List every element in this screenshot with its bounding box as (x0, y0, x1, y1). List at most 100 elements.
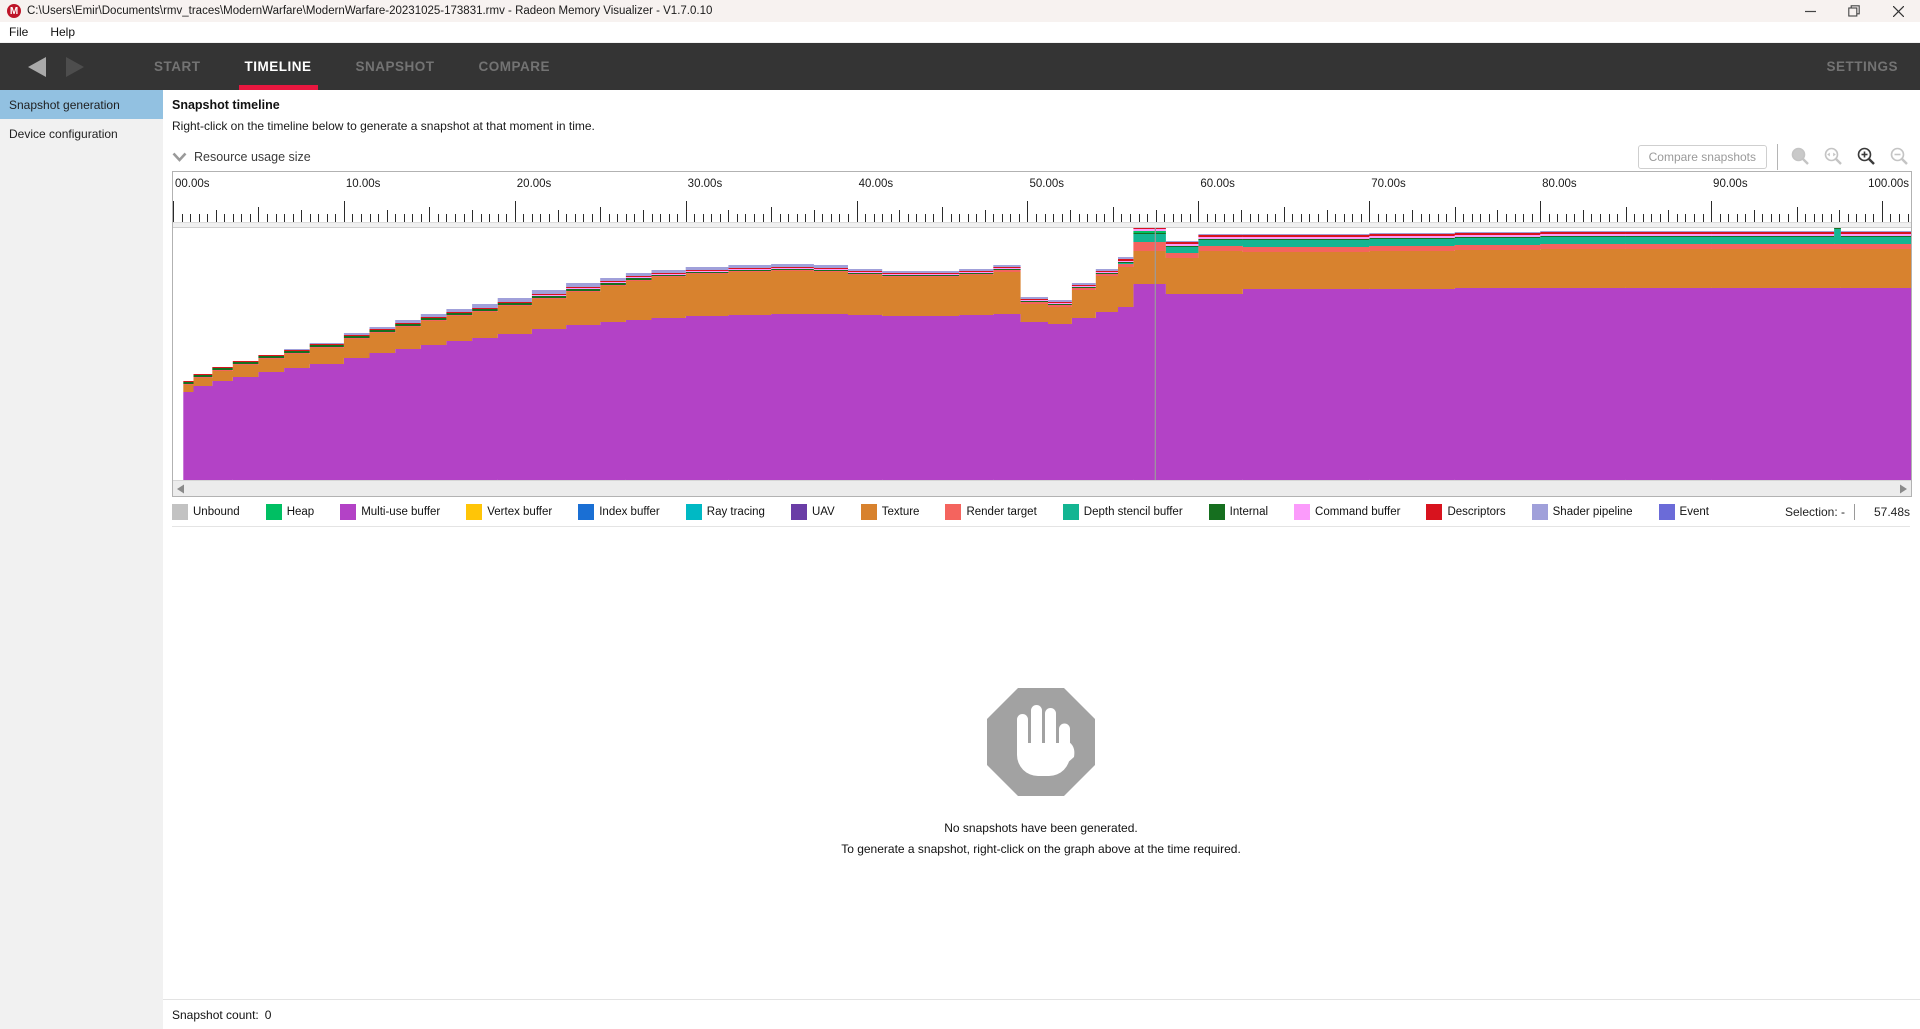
sidebar-item-snapshot-generation[interactable]: Snapshot generation (0, 90, 163, 119)
legend-item-vertex-buffer: Vertex buffer (466, 503, 553, 520)
resource-usage-size-label[interactable]: Resource usage size (194, 150, 311, 164)
snapshot-count-value: 0 (264, 1007, 272, 1022)
legend-item-event: Event (1658, 503, 1709, 520)
chevron-down-icon[interactable] (172, 152, 187, 162)
restore-button[interactable] (1832, 0, 1876, 22)
legend-label: Ray tracing (706, 505, 765, 518)
legend-swatch-icon (1426, 503, 1443, 520)
legend-label: Command buffer (1315, 505, 1401, 518)
legend-swatch-icon (790, 503, 807, 520)
legend-label: UAV (811, 505, 835, 518)
snapshot-count-label: Snapshot count: (172, 1007, 259, 1022)
stacked-area-plot[interactable] (173, 228, 1911, 480)
legend-row: Unbound Heap Multi-use buffer Vertex buffer… (172, 497, 1910, 527)
zoom-to-selection-icon[interactable] (1788, 146, 1811, 169)
page-instruction: Right-click on the timeline below to gen… (172, 119, 595, 133)
selection-label: Selection: - (1784, 504, 1845, 519)
series-multi-use-buffer (183, 284, 1911, 480)
svg-text:00.00s: 00.00s (175, 178, 210, 190)
svg-text:30.00s: 30.00s (688, 178, 723, 190)
back-arrow-button[interactable] (26, 56, 50, 78)
app-logo-icon: M (7, 4, 21, 18)
svg-text:50.00s: 50.00s (1029, 178, 1064, 190)
legend-item-texture: Texture (860, 503, 920, 520)
legend-item-ray-tracing: Ray tracing (685, 503, 765, 520)
zoom-in-icon[interactable] (1854, 146, 1877, 169)
svg-text:20.00s: 20.00s (517, 178, 552, 190)
snapshot-count-bar: Snapshot count: 0 (163, 999, 1920, 1029)
sidebar: Snapshot generation Device configuration (0, 90, 163, 1029)
legend-item-internal: Internal (1208, 503, 1269, 520)
menu-help[interactable]: Help (50, 25, 76, 39)
legend-label: Depth stencil buffer (1083, 505, 1183, 518)
legend-swatch-icon (1062, 503, 1079, 520)
sidebar-item-device-configuration[interactable]: Device configuration (9, 126, 118, 141)
legend-label: Shader pipeline (1552, 505, 1633, 518)
legend-item-heap: Heap (265, 503, 315, 520)
legend-swatch-icon (1294, 503, 1311, 520)
zoom-reset-icon[interactable] (1821, 146, 1844, 169)
series-texture (183, 249, 1911, 392)
legend-label: Vertex buffer (487, 505, 553, 518)
legend-item-multi-use-buffer: Multi-use buffer (340, 503, 440, 520)
legend-swatch-icon (578, 503, 595, 520)
close-button[interactable] (1876, 0, 1920, 22)
legend-item-descriptors: Descriptors (1426, 503, 1506, 520)
horizontal-scrollbar[interactable] (173, 480, 1911, 496)
svg-text:60.00s: 60.00s (1200, 178, 1235, 190)
empty-state-line1: No snapshots have been generated. (944, 821, 1138, 835)
legend-item-unbound: Unbound (172, 503, 240, 520)
resource-usage-chart[interactable]: 00.00s 10.00s 20.00s 30.00s 40.00s 50.00s 60.0… (172, 171, 1912, 497)
legend-label: Internal (1229, 505, 1269, 518)
selection-separator (1854, 503, 1855, 520)
title-bar: M C:\Users\Emir\Documents\rmv_traces\Mod… (0, 0, 1920, 22)
legend-item-depth-stencil-buffer: Depth stencil buffer (1062, 503, 1183, 520)
legend-swatch-icon (1208, 503, 1225, 520)
empty-state: No snapshots have been generated. To gen… (172, 685, 1910, 856)
legend-item-uav: UAV (790, 503, 835, 520)
svg-text:100.00s: 100.00s (1868, 178, 1909, 190)
tab-timeline[interactable]: TIMELINE (223, 43, 334, 90)
svg-text:90.00s: 90.00s (1713, 178, 1748, 190)
nav-tabs: START TIMELINE SNAPSHOT COMPARE (132, 43, 572, 90)
tab-compare[interactable]: COMPARE (478, 59, 551, 74)
tab-snapshot[interactable]: SNAPSHOT (355, 59, 435, 74)
legend-swatch-icon (265, 503, 282, 520)
forward-arrow-button[interactable] (62, 56, 86, 78)
stop-hand-icon (984, 685, 1098, 799)
timeline-ruler[interactable]: 00.00s 10.00s 20.00s 30.00s 40.00s 50.00s 60.0… (173, 172, 1911, 222)
legend: Unbound Heap Multi-use buffer Vertex buffer… (172, 503, 1709, 520)
window-title: C:\Users\Emir\Documents\rmv_traces\Moder… (27, 5, 713, 17)
zoom-out-icon[interactable] (1887, 146, 1910, 169)
series-depth-stencil-buffer (1118, 229, 1911, 264)
svg-text:40.00s: 40.00s (859, 178, 894, 190)
legend-label: Render target (966, 505, 1037, 518)
minimize-button[interactable] (1788, 0, 1832, 22)
legend-label: Unbound (193, 505, 240, 518)
tab-settings[interactable]: SETTINGS (1826, 59, 1898, 74)
svg-text:10.00s: 10.00s (346, 178, 381, 190)
legend-item-command-buffer: Command buffer (1294, 503, 1401, 520)
scroll-left-icon[interactable] (176, 484, 185, 494)
legend-item-shader-pipeline: Shader pipeline (1531, 503, 1633, 520)
legend-swatch-icon (466, 503, 483, 520)
legend-label: Heap (286, 505, 315, 518)
compare-snapshots-button[interactable]: Compare snapshots (1637, 145, 1767, 169)
legend-label: Texture (881, 505, 920, 518)
page-title: Snapshot timeline (172, 98, 280, 112)
ruler-strip (173, 222, 1911, 228)
selection-time: 57.48s (1873, 504, 1910, 519)
menu-file[interactable]: File (9, 25, 29, 39)
legend-swatch-icon (340, 503, 357, 520)
legend-item-render-target: Render target (945, 503, 1037, 520)
svg-text:80.00s: 80.00s (1542, 178, 1577, 190)
svg-text:70.00s: 70.00s (1371, 178, 1406, 190)
legend-swatch-icon (860, 503, 877, 520)
scroll-right-icon[interactable] (1899, 484, 1908, 494)
legend-swatch-icon (1531, 503, 1548, 520)
menu-bar: File Help (0, 22, 1920, 43)
nav-bar: START TIMELINE SNAPSHOT COMPARE SETTINGS (0, 43, 1920, 90)
tab-start[interactable]: START (154, 59, 201, 74)
legend-swatch-icon (685, 503, 702, 520)
